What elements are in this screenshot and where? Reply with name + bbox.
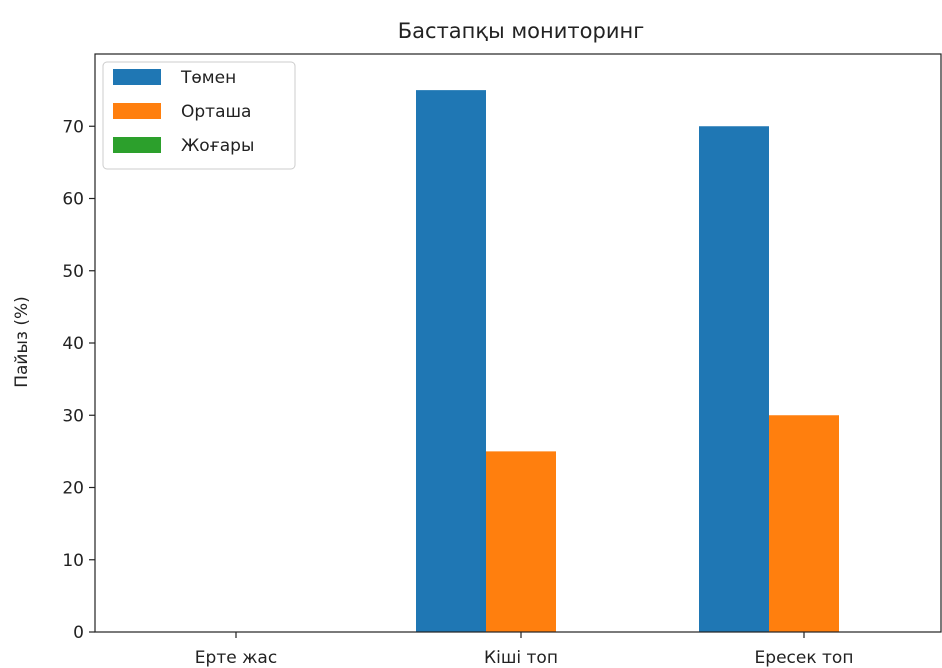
x-tick-label: Кіші топ	[484, 648, 558, 668]
bar	[486, 451, 556, 632]
bar	[699, 126, 769, 632]
legend-label: Жоғары	[181, 136, 254, 156]
chart-title: Бастапқы мониторинг	[398, 19, 644, 43]
legend-label: Орташа	[181, 102, 251, 122]
legend-swatch	[113, 137, 161, 153]
ticks-layer: 0 10 20 30 40 50 60 70 Ерте жас Кіші топ Ересек то…	[62, 117, 853, 668]
x-tick-label: Ересек топ	[755, 648, 854, 668]
y-tick-label: 10	[62, 551, 84, 571]
y-tick-label: 0	[73, 623, 84, 643]
y-tick-label: 70	[62, 117, 84, 137]
y-tick-label: 60	[62, 190, 84, 210]
y-axis-title: Пайыз (%)	[12, 296, 32, 388]
legend-swatch	[113, 69, 161, 85]
y-tick-label: 20	[62, 479, 84, 499]
bar	[416, 90, 486, 632]
legend-swatch	[113, 103, 161, 119]
y-tick-label: 40	[62, 334, 84, 354]
legend-label: Төмен	[180, 68, 236, 88]
x-tick-label: Ерте жас	[195, 648, 277, 668]
y-tick-label: 30	[62, 406, 84, 426]
y-tick-label: 50	[62, 262, 84, 282]
bars-layer	[416, 90, 839, 632]
legend: Төмен Орташа Жоғары	[102, 61, 296, 170]
bar	[769, 415, 839, 632]
